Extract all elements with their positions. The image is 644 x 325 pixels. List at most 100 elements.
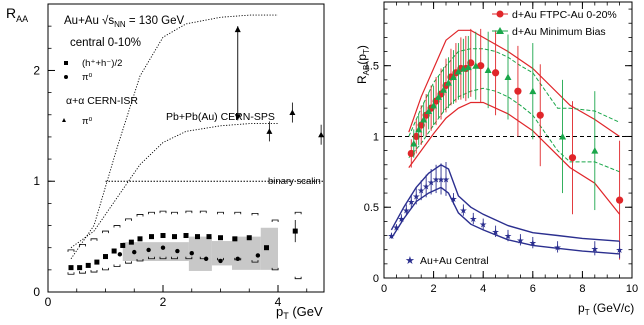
gray-syst-band-0 <box>122 242 189 261</box>
ftpc-point-17 <box>568 154 577 162</box>
minbias-point-14 <box>504 73 512 81</box>
left-tick-labels: 0 2 4 0 1 2 <box>33 63 281 309</box>
hadron-point-17 <box>246 235 252 241</box>
right-data-points: ★★★★★★★★★★★★★★★★★ ★ ★ ★ ★ ★ ★ <box>387 28 624 260</box>
syst-bracket-lower-1 <box>79 271 86 274</box>
syst-bracket-upper-15 <box>271 219 279 222</box>
right-xtick-label-3: 6 <box>530 283 536 295</box>
sps-curve-sps-upper <box>70 14 278 260</box>
pi0-point-7 <box>203 256 209 261</box>
pi0-point-6 <box>189 251 194 256</box>
minbias-band-lower <box>408 87 620 173</box>
left-system-label: Au+Au √sNN = 130 GeV <box>64 14 185 29</box>
isr-point-2 <box>318 131 325 138</box>
hadron-point-7 <box>128 239 134 245</box>
right-xtick-label-0: 0 <box>381 283 387 295</box>
left-syst-brackets <box>67 210 302 280</box>
legend-hadron-label: (h⁺+h⁻)/2 <box>82 58 122 69</box>
gray-syst-band-4 <box>260 227 278 270</box>
hadron-point-10 <box>160 233 166 239</box>
syst-bracket-lower-6 <box>136 258 144 262</box>
ftpc-point-12 <box>467 59 475 67</box>
pi0-point-2 <box>132 249 137 255</box>
minbias-point-17 <box>591 147 599 154</box>
minbias-point-7 <box>444 79 452 86</box>
hadron-point-8 <box>137 236 143 242</box>
syst-bracket-upper-1 <box>79 243 86 247</box>
ftpc-point-16 <box>536 111 544 119</box>
left-xtick-label-2: 4 <box>275 295 282 309</box>
left-sps-curves <box>70 14 278 260</box>
left-ytick-label-0: 0 <box>33 285 40 299</box>
hadron-point-11 <box>172 234 177 240</box>
left-ytick-label-2: 2 <box>33 63 40 77</box>
legend-hadron-marker <box>64 61 68 65</box>
pi0-point-0 <box>103 254 108 259</box>
gray-syst-band-2 <box>211 241 232 266</box>
auau-point-1: ★ <box>392 223 400 233</box>
auau-band-upper <box>390 163 620 242</box>
sps-arrow-head-bottom <box>234 114 241 121</box>
minbias-point-1 <box>415 125 423 133</box>
minbias-point-3 <box>425 107 433 114</box>
syst-bracket-upper-16 <box>294 211 302 215</box>
auau-point-13: ★ <box>459 206 467 216</box>
left-data-points <box>68 102 325 271</box>
gray-syst-band-3 <box>232 236 261 270</box>
auau-point-6: ★ <box>417 186 425 196</box>
ftpc-point-15 <box>514 87 522 95</box>
auau-point-3: ★ <box>402 206 410 216</box>
right-xtick-label-2: 4 <box>480 283 486 295</box>
hadron-point-6 <box>120 242 126 248</box>
ftpc-point-13 <box>477 62 485 70</box>
syst-bracket-upper-5 <box>125 218 132 221</box>
pi0-point-3 <box>146 247 151 253</box>
pi0-point-5 <box>175 248 180 254</box>
syst-bracket-lower-5 <box>125 261 132 264</box>
legend-minbias-label: d+Au Minimum Bias <box>512 26 606 38</box>
syst-bracket-upper-2 <box>90 238 98 241</box>
syst-bracket-upper-9 <box>171 211 178 215</box>
left-centrality-label: central 0-10% <box>70 37 141 49</box>
syst-bracket-lower-2 <box>90 270 98 273</box>
right-ticks <box>383 2 633 279</box>
left-gray-bands <box>122 227 278 271</box>
syst-bracket-lower-4 <box>113 264 121 267</box>
left-binary-label: binary scalin <box>268 176 321 187</box>
right-ytick-label-3: 1.5 <box>364 61 379 73</box>
auau-point-4: ★ <box>407 197 415 207</box>
minbias-point-2 <box>420 115 428 123</box>
auau-point-19: ★ <box>529 238 537 248</box>
minbias-point-9 <box>454 67 462 75</box>
syst-bracket-lower-3 <box>102 267 109 271</box>
left-ticks <box>47 25 308 293</box>
legend-auau-marker: ★ <box>405 255 415 267</box>
right-xtick-label-5: 10 <box>626 283 638 295</box>
hadron-point-5 <box>111 248 117 254</box>
syst-bracket-upper-14 <box>251 212 259 216</box>
auau-point-16: ★ <box>492 227 500 237</box>
minbias-band-upper <box>408 48 620 137</box>
minbias-point-6 <box>440 86 448 93</box>
hadron-point-13 <box>195 234 200 240</box>
right-xlabel: pT (GeV/c) <box>578 301 634 317</box>
minbias-point-16 <box>559 132 567 140</box>
auau-point-22: ★ <box>616 245 624 255</box>
right-ytick-label-2: 1 <box>373 131 379 143</box>
auau-point-10: ★ <box>437 174 445 184</box>
pi0-point-8 <box>218 258 223 264</box>
syst-bracket-lower-7 <box>148 256 155 260</box>
auau-point-7: ★ <box>422 182 430 192</box>
syst-bracket-upper-7 <box>148 211 155 215</box>
syst-bracket-upper-4 <box>113 225 121 228</box>
legend-isr-label: π⁰ <box>82 116 93 127</box>
left-ytick-label-1: 1 <box>33 174 40 188</box>
left-ylabel: RAA <box>6 5 28 24</box>
hadron-point-15 <box>218 235 223 241</box>
pi0-point-10 <box>255 253 261 258</box>
legend-pi0-marker <box>64 75 68 79</box>
ftpc-point-14 <box>492 69 500 77</box>
hadron-point-18 <box>264 245 269 251</box>
left-sps-arrow <box>234 26 241 121</box>
